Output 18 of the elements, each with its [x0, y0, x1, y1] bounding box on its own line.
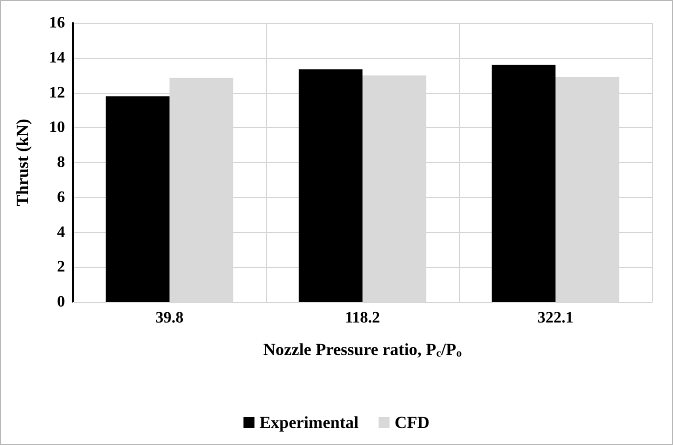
- y-tick-label: 6: [57, 188, 65, 206]
- y-axis-title: Thrust (kN): [13, 118, 32, 206]
- y-tick-label: 16: [49, 14, 65, 32]
- y-tick-label: 8: [57, 154, 65, 171]
- y-tick-label: 12: [49, 84, 65, 102]
- x-tick-label: 322.1: [538, 310, 574, 326]
- legend-label: Experimental: [259, 413, 359, 432]
- y-tick-label: 0: [57, 294, 65, 310]
- bar: [106, 96, 170, 302]
- bar: [298, 69, 362, 302]
- x-tick-label: 118.2: [344, 310, 380, 326]
- y-tick-label: 14: [49, 49, 65, 66]
- y-tick-label: 4: [57, 224, 65, 241]
- legend-label: CFD: [394, 413, 430, 432]
- y-tick-label: 10: [49, 119, 65, 136]
- bar: [492, 64, 556, 302]
- y-tick-label: 2: [57, 258, 65, 276]
- x-tick-label: 39.8: [156, 310, 184, 326]
